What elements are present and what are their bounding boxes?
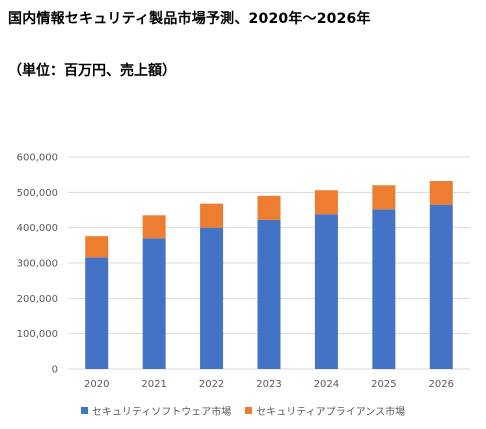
bars [85,181,453,369]
chart-subtitle: （単位：百万円、売上額） [8,63,176,79]
bar-software-2023 [257,219,281,369]
y-tick-label: 600,000 [17,153,58,164]
bar-appliance-2020 [85,236,109,258]
y-tick-label: 300,000 [17,259,58,270]
legend-swatch-software [80,407,88,414]
legend-item-software: セキュリティソフトウェア市場 [80,403,232,418]
x-axis-ticks: 2020 2021 2022 2023 2024 2025 2026 [84,379,454,390]
bar-appliance-2022 [200,203,224,228]
bar-appliance-2023 [257,195,281,220]
bar-appliance-2021 [142,215,166,239]
legend: セキュリティソフトウェア市場 セキュリティアプライアンス市場 [0,403,486,418]
x-tick-label: 2022 [199,379,224,390]
y-tick-label: 200,000 [17,294,58,305]
gridlines [68,156,470,370]
bar-appliance-2025 [372,185,396,210]
bar-software-2026 [429,204,453,369]
x-tick-label: 2025 [371,379,396,390]
y-tick-label: 100,000 [17,329,58,340]
legend-item-appliance: セキュリティアプライアンス市場 [245,403,405,418]
bar-software-2020 [85,257,109,369]
x-tick-label: 2020 [84,379,109,390]
bar-appliance-2026 [429,181,453,205]
bar-software-2024 [314,214,338,369]
y-axis-ticks: 0 100,000 200,000 300,000 400,000 500,000 600,… [17,153,58,376]
bar-software-2021 [142,238,166,369]
y-tick-label: 500,000 [17,188,58,199]
x-tick-label: 2023 [256,379,281,390]
x-tick-label: 2024 [314,379,339,390]
bar-software-2022 [200,227,224,369]
x-tick-label: 2026 [429,379,454,390]
x-tick-label: 2021 [141,379,166,390]
y-tick-label: 400,000 [17,223,58,234]
bar-software-2025 [372,209,396,369]
legend-label-appliance: セキュリティアプライアンス市場 [256,407,406,418]
legend-swatch-appliance [245,407,253,414]
y-tick-label: 0 [52,365,58,376]
bar-appliance-2024 [314,190,338,215]
chart-title: 国内情報セキュリティ製品市場予測、2020年～2026年 [8,11,371,27]
legend-label-software: セキュリティソフトウェア市場 [91,407,232,418]
